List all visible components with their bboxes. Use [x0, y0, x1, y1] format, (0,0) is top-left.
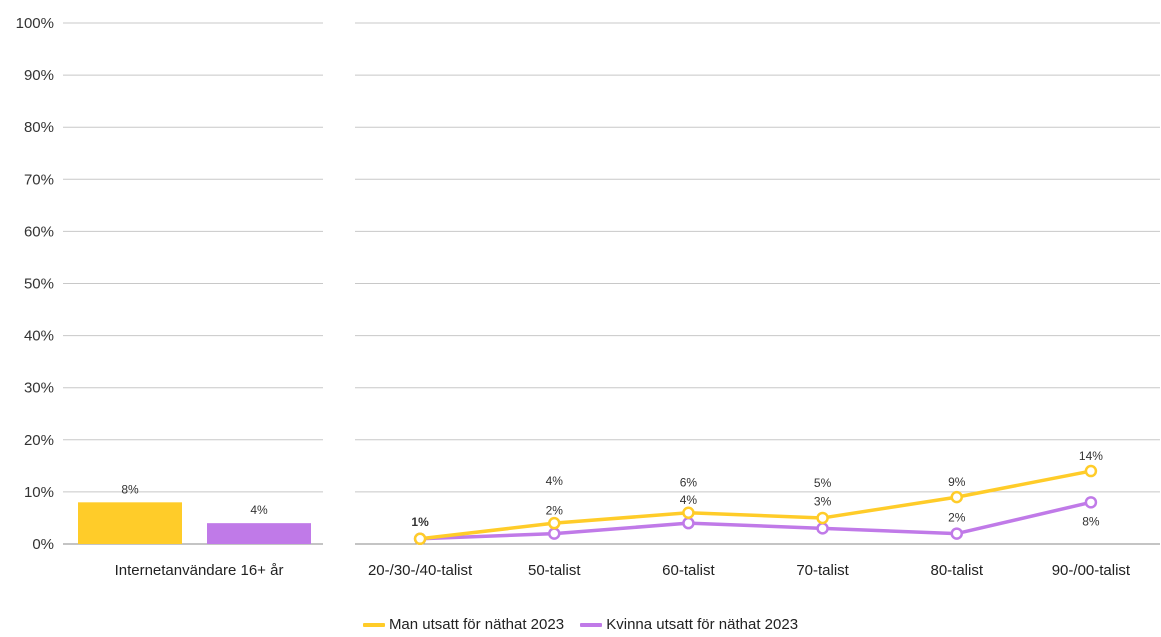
x-category-label: 50-talist — [528, 562, 581, 579]
line-data-label: 6% — [680, 476, 698, 490]
bar — [207, 523, 311, 544]
legend-swatch-man — [362, 623, 385, 628]
data-point — [548, 516, 561, 530]
line-data-label: 14% — [1079, 449, 1103, 463]
x-category-label: 80-talist — [930, 562, 983, 579]
data-point — [682, 506, 695, 519]
line-data-label: 5% — [814, 476, 832, 490]
y-tick-label: 50% — [24, 276, 54, 293]
line-data-label: 9% — [948, 475, 966, 489]
data-point — [548, 527, 561, 540]
x-category-label: 60-talist — [662, 562, 715, 579]
legend-item-man: Man utsatt för näthat 2023 — [362, 616, 565, 633]
data-point — [682, 516, 695, 530]
line-data-label: 8% — [1082, 514, 1100, 528]
chart-canvas: 0% 10% 20% 30% 40% 50% 60% 70% 80% 90% 100% 8% 4% Int… — [16, 15, 1160, 579]
line-data-label: 2% — [546, 504, 564, 518]
bar-data-label: 4% — [250, 503, 268, 517]
y-tick-label: 60% — [24, 223, 54, 240]
series-line — [418, 469, 1093, 541]
legend-label-man: Man utsatt för näthat 2023 — [388, 616, 565, 633]
x-category-label: 90-/00-talist — [1052, 562, 1131, 579]
x-category-label: 20-/30-/40-talist — [368, 562, 473, 579]
y-tick-label: 0% — [32, 536, 54, 553]
data-point — [816, 511, 829, 525]
line-data-label: 1% — [411, 515, 429, 529]
y-tick-label: 90% — [24, 67, 54, 84]
data-point — [413, 532, 427, 546]
data-point — [816, 522, 829, 535]
series-line — [418, 500, 1093, 541]
y-tick-label: 80% — [24, 119, 54, 136]
y-tick-label: 20% — [24, 432, 54, 449]
data-point — [1084, 464, 1098, 478]
legend-item-kvinna: Kvinna utsatt för näthat 2023 — [580, 616, 798, 633]
bar — [78, 502, 182, 544]
y-tick-label: 40% — [24, 328, 54, 345]
y-tick-label: 30% — [24, 380, 54, 397]
y-tick-label: 100% — [16, 15, 54, 32]
line-data-label: 3% — [814, 494, 832, 508]
legend-swatch-kvinna — [580, 623, 603, 628]
x-category-label: 70-talist — [796, 562, 849, 579]
data-point — [1084, 496, 1098, 509]
bar-data-label: 8% — [121, 482, 139, 496]
legend: Man utsatt för näthat 2023 Kvinna utsatt… — [0, 616, 1161, 633]
legend-label-kvinna: Kvinna utsatt för näthat 2023 — [606, 616, 799, 633]
y-tick-label: 70% — [24, 171, 54, 188]
data-point — [950, 490, 963, 504]
line-data-label: 2% — [948, 511, 966, 525]
data-point — [950, 527, 963, 540]
line-data-label: 4% — [680, 493, 698, 507]
x-category-label: Internetanvändare 16+ år — [115, 562, 284, 579]
line-data-label: 4% — [546, 474, 564, 488]
y-tick-label: 10% — [24, 484, 54, 501]
